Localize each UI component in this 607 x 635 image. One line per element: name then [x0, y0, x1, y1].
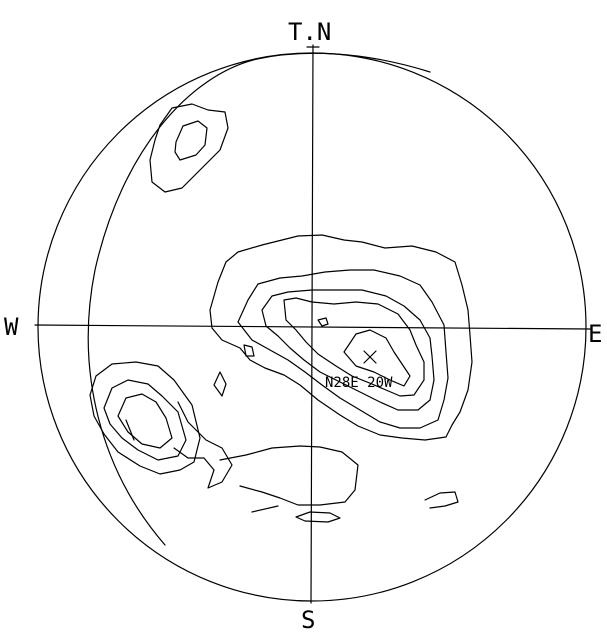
- north-label: T.N: [288, 18, 331, 46]
- contour-cluster-left: [89, 361, 201, 475]
- east-west-axis: [34, 324, 591, 330]
- contour-cluster-main: [209, 234, 473, 441]
- pole-cross-icon: [363, 350, 377, 364]
- great-circle-plane: [87, 58, 258, 546]
- north-south-axis: [310, 44, 314, 604]
- west-label: W: [4, 313, 19, 341]
- pole-label: N28E 20W: [325, 375, 393, 391]
- east-label: E: [588, 320, 602, 348]
- contour-cluster-top-left: [149, 103, 229, 193]
- contour-small-features: [173, 344, 459, 523]
- south-label: S: [301, 606, 315, 634]
- great-circle-arc-top: [256, 52, 431, 73]
